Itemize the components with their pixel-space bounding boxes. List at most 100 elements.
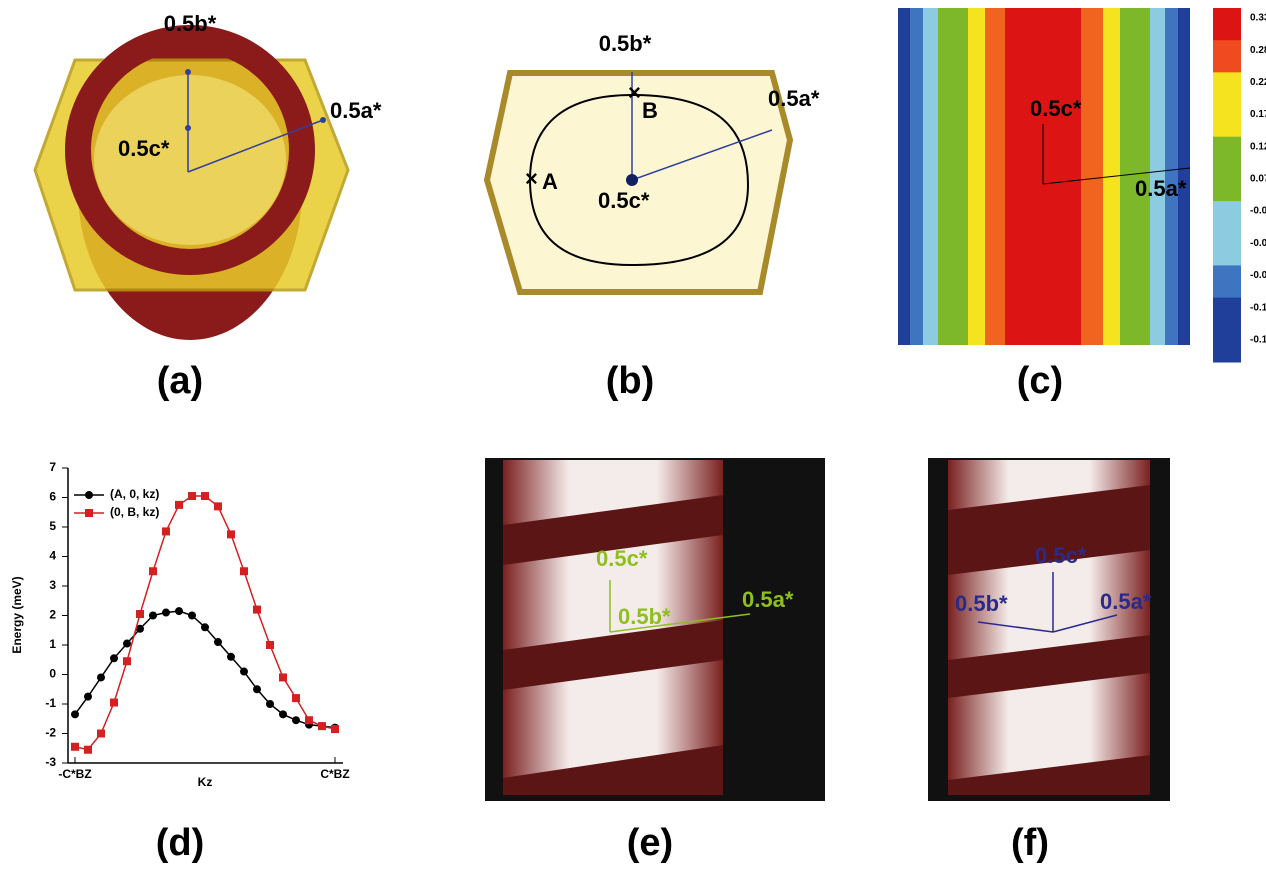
axis-b — [977, 621, 1054, 633]
marker — [214, 502, 222, 511]
axis-a — [631, 129, 773, 181]
marker — [331, 725, 339, 734]
marker — [175, 500, 183, 509]
marker — [253, 685, 261, 694]
caption: (d) — [156, 822, 205, 864]
y-tick-label: -3 — [45, 755, 56, 769]
marker — [97, 673, 105, 682]
marker — [84, 692, 92, 701]
x-axis-label: Kz — [198, 775, 213, 789]
y-tick-label: 2 — [49, 608, 56, 622]
marker — [175, 607, 183, 616]
marker — [201, 492, 209, 501]
caption: (c) — [1017, 360, 1063, 402]
marker — [201, 623, 209, 632]
colorbar-label: 0.28 — [1250, 45, 1266, 56]
label: 0.5c* — [598, 188, 650, 213]
marker — [136, 624, 144, 633]
label: 0.5c* — [1030, 96, 1082, 121]
colorbar-segment — [1213, 40, 1241, 73]
caption: (e) — [627, 822, 673, 864]
marker — [292, 694, 300, 703]
label: × — [525, 166, 538, 191]
axis-a — [1052, 614, 1118, 633]
label: 0.5b* — [955, 591, 1008, 616]
band — [503, 535, 723, 650]
label: 0.5c* — [596, 546, 648, 571]
legend-label: (0, B, kz) — [110, 505, 159, 519]
colorbar-segment — [1213, 265, 1241, 299]
zone — [483, 70, 794, 295]
label: 0.5c* — [118, 136, 170, 161]
marker — [71, 710, 79, 719]
colorbar-label: -0.08 — [1250, 270, 1266, 281]
marker — [214, 638, 222, 647]
y-tick-label: -2 — [45, 726, 56, 740]
colorbar-label: 0.22 — [1250, 77, 1266, 88]
marker — [123, 657, 131, 666]
marker — [136, 610, 144, 619]
y-tick-label: 5 — [49, 519, 56, 533]
marker — [162, 527, 170, 536]
colorbar-segment — [1213, 201, 1241, 234]
point — [185, 125, 191, 131]
point — [320, 117, 326, 123]
marker — [123, 639, 131, 648]
marker — [266, 700, 274, 708]
colorbar-segment — [1213, 136, 1241, 170]
caption: (a) — [157, 360, 203, 402]
y-tick-label: 0 — [49, 667, 56, 681]
y-tick-label: 7 — [49, 460, 56, 474]
label: 0.5c* — [1035, 543, 1087, 568]
series-line — [74, 495, 336, 751]
colorbar-segment — [1213, 104, 1241, 138]
colorbar-label: -0.03 — [1250, 238, 1266, 249]
point — [185, 69, 191, 75]
panel-b: 0.5b* × B 0.5a* × A 0.5c* (b) — [483, 31, 820, 402]
marker — [227, 530, 235, 539]
band — [503, 660, 723, 778]
legend-marker — [85, 509, 93, 517]
axis-a — [1042, 167, 1191, 185]
y-tick-label: 6 — [49, 490, 56, 504]
y-tick-label: 1 — [49, 637, 56, 651]
marker — [97, 729, 105, 738]
axis-a — [609, 613, 751, 633]
marker — [110, 654, 118, 663]
marker — [253, 605, 261, 614]
marker — [110, 698, 118, 707]
marker — [279, 673, 287, 682]
label: 0.5a* — [330, 98, 382, 123]
center — [626, 174, 638, 186]
band — [948, 673, 1150, 780]
panel-e: 0.5c* 0.5b* 0.5a* (e) — [485, 458, 825, 864]
ring-inner — [94, 75, 286, 245]
colorbar: 0.33 0.28 0.22 0.17 0.12 0.07 -0.02 -0.03 -0.08 -… — [1213, 8, 1266, 363]
legend-label: (A, 0, kz) — [110, 487, 159, 501]
label: × — [628, 80, 641, 105]
label: 0.5a* — [1135, 176, 1187, 201]
fermi-contour — [528, 93, 750, 267]
marker — [188, 611, 196, 620]
label: 0.5b* — [618, 604, 671, 629]
marker — [227, 652, 235, 661]
colorbar-label: -0.19 — [1250, 334, 1266, 345]
panel-c: 0.5c* 0.5a* 0.33 0.28 0.22 0.17 0.12 0.07 -0.0… — [898, 8, 1266, 402]
colorbar-segment — [1213, 72, 1241, 106]
caption: (b) — [606, 360, 655, 402]
label: 0.5a* — [742, 587, 794, 612]
marker — [318, 722, 326, 731]
marker — [149, 611, 157, 620]
colorbar-segment — [1213, 168, 1241, 202]
chart: Energy (meV) Kz (d) -3 -2 -1 0 1 2 3 4 5 6 7 -C*BZ C… — [10, 460, 350, 864]
y-tick-label: 3 — [49, 578, 56, 592]
band — [948, 460, 1150, 510]
colorbar-label: 0.07 — [1250, 174, 1266, 185]
band — [503, 460, 723, 525]
y-tick-label: 4 — [49, 549, 56, 563]
marker — [266, 641, 274, 649]
y-axis-label: Energy (meV) — [10, 576, 24, 653]
caption: (f) — [1011, 822, 1049, 864]
